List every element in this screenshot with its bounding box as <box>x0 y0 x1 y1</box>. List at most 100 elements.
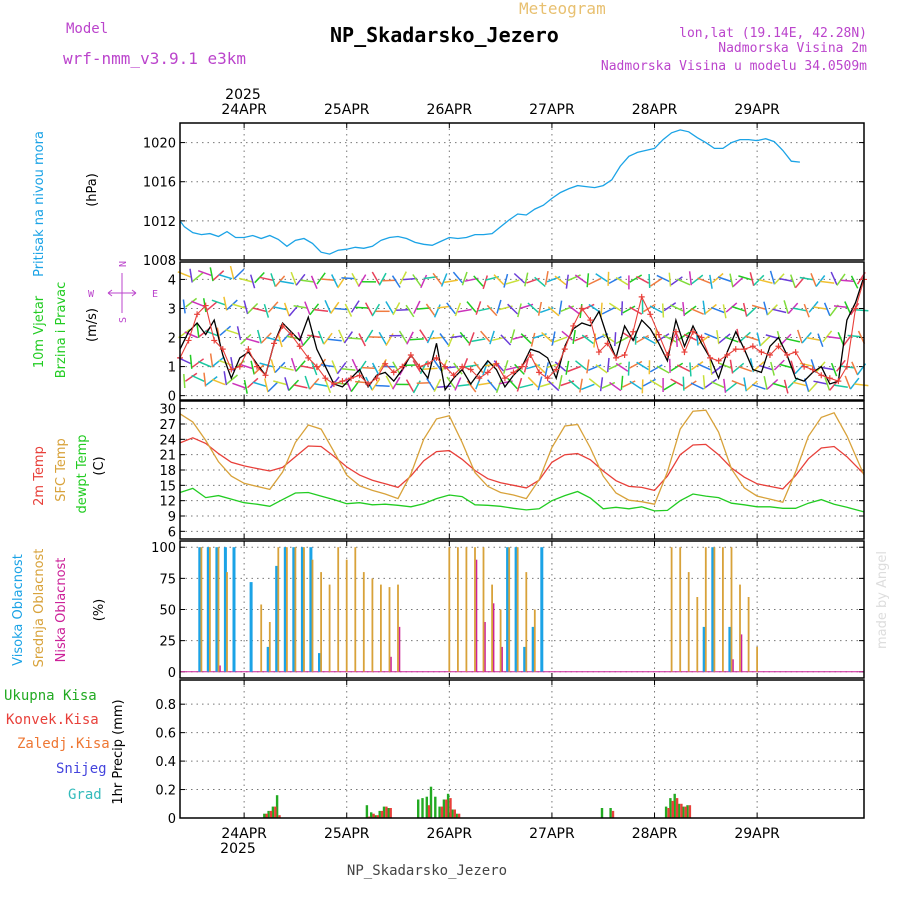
wind-arrow <box>430 336 445 340</box>
gust-marker <box>510 369 517 376</box>
wind-arrow <box>212 270 225 281</box>
wind-arrow <box>229 265 235 280</box>
wind-arrow <box>636 275 650 284</box>
mid-cloud-bar <box>730 547 733 672</box>
wind-arrow <box>725 382 738 392</box>
gust-marker <box>442 363 449 370</box>
gust-marker <box>399 363 406 370</box>
mid-cloud-bar <box>345 559 348 672</box>
wind-arrow <box>725 302 738 313</box>
high-cloud-bar <box>283 547 287 672</box>
gust-marker <box>527 351 534 358</box>
wind-arrow <box>830 362 838 377</box>
mid-cloud-bar <box>670 547 673 672</box>
total-precip-bar <box>421 798 424 818</box>
wind-arrow <box>416 382 431 385</box>
wind-arrow <box>327 338 342 342</box>
total-precip-bar <box>664 806 668 818</box>
total-precip-bar <box>455 813 458 818</box>
wind-arrow <box>246 377 259 389</box>
lonlat-label: lon,lat (19.14E, 42.28N) <box>679 26 867 41</box>
gust-marker <box>698 334 705 341</box>
high-cloud-bar <box>266 646 270 672</box>
wind-arrow <box>544 270 549 286</box>
wind-arrow <box>358 333 366 347</box>
wind-arrow <box>534 276 546 287</box>
low-cloud-bar <box>398 626 401 672</box>
wind-arrow <box>191 374 205 382</box>
gust-marker <box>826 375 833 382</box>
wind-arrow <box>675 332 678 347</box>
wind-arrow <box>656 333 670 342</box>
y-tick-label: 0 <box>168 812 176 827</box>
gust-marker <box>365 381 372 388</box>
wind-arrow <box>661 303 665 318</box>
panel-background <box>180 123 864 260</box>
wind-arrow <box>769 270 776 285</box>
altitude-label: Nadmorska Visina 2m <box>718 41 867 56</box>
wind-arrow <box>317 330 325 345</box>
wind-arrow <box>314 383 329 387</box>
wind-arrow <box>729 273 734 288</box>
gust-marker <box>348 375 354 382</box>
wind-arrow <box>682 302 686 317</box>
wind-arrow <box>433 304 441 318</box>
panel-background <box>180 262 864 400</box>
wind-arrow <box>656 365 670 374</box>
wind-arrow <box>847 334 862 338</box>
conv-precip-bar <box>680 803 683 818</box>
low-cloud-bar <box>484 622 486 672</box>
mid-cloud-bar <box>747 597 750 672</box>
gust-marker <box>202 302 209 309</box>
wind-arrow <box>792 381 807 387</box>
wind-arrow <box>480 330 491 343</box>
mid-cloud-bar <box>696 597 699 672</box>
wind-arrow <box>270 359 276 374</box>
wind-arrow <box>250 360 255 375</box>
wind-arrow <box>364 302 373 316</box>
wind-arrow <box>189 354 193 369</box>
wind-arrow <box>595 273 608 283</box>
high-cloud-bar <box>523 646 527 672</box>
temp-subtitle2: dewpt Temp <box>75 434 90 513</box>
gust-marker <box>553 366 560 373</box>
wind-arrow <box>560 305 575 312</box>
total-precip-bar <box>417 799 420 818</box>
top-date-label: 29APR <box>734 102 780 118</box>
wind-arrow <box>446 302 456 315</box>
mid-cloud-bar <box>328 584 331 672</box>
mid-cloud-bar <box>294 547 297 672</box>
wind-arrow <box>185 297 198 308</box>
wind-arrow <box>568 305 581 315</box>
wind-arrow <box>668 272 672 287</box>
wind-arrow <box>447 333 455 348</box>
total-precip-bar <box>682 806 685 818</box>
wind-arrow <box>416 307 431 310</box>
model-name: wrf-nmm_v3.9.1 e3km <box>63 49 246 68</box>
wind-arrow <box>710 306 725 314</box>
total-precip-bar <box>387 808 390 818</box>
wind-arrow <box>454 302 462 317</box>
low-cloud-bar <box>219 665 221 672</box>
wind-arrow <box>709 274 713 289</box>
gust-marker <box>595 349 602 356</box>
total-precip-bar <box>271 806 275 818</box>
wind-arrow <box>191 300 205 308</box>
footer-station: NP_Skadarsko_Jezero <box>347 863 507 879</box>
wind-arrow <box>749 272 755 286</box>
bottom-date-label: 29APR <box>734 826 780 842</box>
wind-arrow <box>212 356 225 367</box>
wind-arrow <box>355 306 370 309</box>
wind-arrow <box>324 379 332 394</box>
bottom-date-label: 26APR <box>427 826 473 842</box>
pressure-panel: 1008 1012 1016 1020 <box>143 122 865 269</box>
wind-arrow <box>537 301 543 316</box>
wind-arrow <box>432 358 442 372</box>
wind-arrow <box>256 329 263 344</box>
mid-cloud-bar <box>756 646 758 672</box>
wind-arrow <box>615 362 629 372</box>
wind-arrow <box>392 376 401 390</box>
wind-arrow <box>629 274 643 283</box>
conv-precip-bar <box>427 805 431 818</box>
